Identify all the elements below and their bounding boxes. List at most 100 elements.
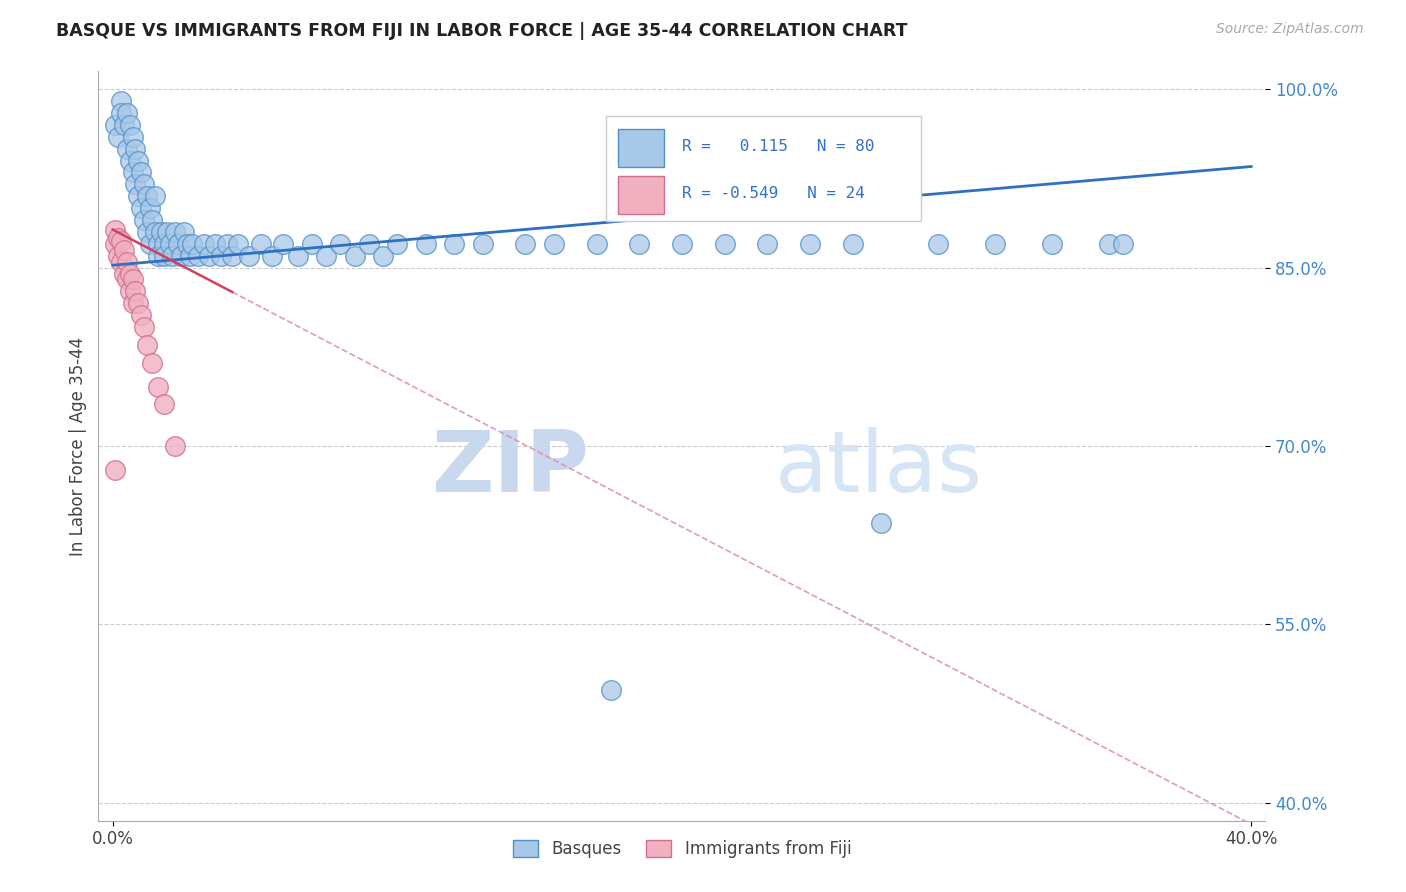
Point bbox=[107, 231, 129, 245]
Point bbox=[118, 285, 141, 299]
Point bbox=[118, 118, 141, 132]
FancyBboxPatch shape bbox=[606, 116, 921, 221]
Point bbox=[471, 236, 494, 251]
Point bbox=[599, 682, 621, 697]
Point bbox=[132, 320, 155, 334]
Point bbox=[198, 249, 221, 263]
Point bbox=[357, 236, 380, 251]
Point bbox=[628, 236, 651, 251]
Point bbox=[107, 129, 129, 144]
Point bbox=[153, 249, 176, 263]
Point bbox=[118, 267, 141, 281]
Point bbox=[121, 296, 143, 310]
Point bbox=[176, 236, 198, 251]
Point bbox=[170, 249, 193, 263]
Point bbox=[238, 249, 260, 263]
Point bbox=[110, 94, 132, 108]
Point bbox=[543, 236, 565, 251]
Point bbox=[443, 236, 465, 251]
Point bbox=[249, 236, 271, 251]
Point bbox=[118, 153, 141, 168]
Point bbox=[315, 249, 337, 263]
Point bbox=[138, 201, 160, 215]
Point bbox=[110, 106, 132, 120]
Point bbox=[1112, 236, 1135, 251]
Point bbox=[343, 249, 366, 263]
Point bbox=[115, 142, 138, 156]
Point bbox=[150, 225, 173, 239]
Point bbox=[115, 106, 138, 120]
Point bbox=[148, 236, 170, 251]
Point bbox=[162, 249, 184, 263]
Point bbox=[148, 379, 170, 393]
Point bbox=[127, 296, 149, 310]
Point bbox=[193, 236, 215, 251]
Point bbox=[104, 236, 127, 251]
Point bbox=[799, 236, 821, 251]
Point bbox=[135, 225, 157, 239]
Point bbox=[209, 249, 232, 263]
Text: atlas: atlas bbox=[775, 427, 983, 510]
Point bbox=[107, 249, 129, 263]
Point bbox=[371, 249, 394, 263]
Point bbox=[104, 118, 127, 132]
Point bbox=[387, 236, 409, 251]
Text: R = -0.549   N = 24: R = -0.549 N = 24 bbox=[682, 186, 865, 201]
Point bbox=[132, 213, 155, 227]
Point bbox=[165, 225, 187, 239]
Point bbox=[104, 463, 127, 477]
Point bbox=[671, 236, 693, 251]
Point bbox=[841, 236, 863, 251]
Point bbox=[127, 153, 149, 168]
Point bbox=[204, 236, 226, 251]
Point bbox=[138, 236, 160, 251]
Point bbox=[135, 338, 157, 352]
Text: Source: ZipAtlas.com: Source: ZipAtlas.com bbox=[1216, 22, 1364, 37]
Text: BASQUE VS IMMIGRANTS FROM FIJI IN LABOR FORCE | AGE 35-44 CORRELATION CHART: BASQUE VS IMMIGRANTS FROM FIJI IN LABOR … bbox=[56, 22, 908, 40]
Text: ZIP: ZIP bbox=[430, 427, 589, 510]
Point bbox=[141, 356, 163, 370]
FancyBboxPatch shape bbox=[617, 129, 665, 167]
Point bbox=[104, 222, 127, 236]
Point bbox=[127, 189, 149, 203]
Point bbox=[121, 272, 143, 286]
Point bbox=[124, 142, 146, 156]
Point bbox=[221, 249, 243, 263]
Point bbox=[112, 118, 135, 132]
Point bbox=[1098, 236, 1121, 251]
Point bbox=[187, 249, 209, 263]
Point bbox=[112, 267, 135, 281]
Y-axis label: In Labor Force | Age 35-44: In Labor Force | Age 35-44 bbox=[69, 336, 87, 556]
Point bbox=[143, 189, 166, 203]
Point bbox=[129, 201, 152, 215]
Point bbox=[124, 285, 146, 299]
Point bbox=[984, 236, 1007, 251]
Point bbox=[415, 236, 437, 251]
FancyBboxPatch shape bbox=[617, 177, 665, 214]
Point bbox=[110, 254, 132, 268]
Point bbox=[260, 249, 283, 263]
Point bbox=[179, 249, 201, 263]
Point bbox=[159, 236, 181, 251]
Point bbox=[301, 236, 323, 251]
Point bbox=[135, 189, 157, 203]
Point bbox=[156, 225, 179, 239]
Point bbox=[115, 272, 138, 286]
Point bbox=[124, 178, 146, 192]
Point bbox=[165, 439, 187, 453]
Point bbox=[585, 236, 607, 251]
Point bbox=[226, 236, 249, 251]
Point bbox=[167, 236, 190, 251]
Point bbox=[215, 236, 238, 251]
Point bbox=[129, 165, 152, 179]
Point bbox=[181, 236, 204, 251]
Point bbox=[287, 249, 309, 263]
Point bbox=[1040, 236, 1063, 251]
Text: R =   0.115   N = 80: R = 0.115 N = 80 bbox=[682, 139, 875, 153]
Point bbox=[121, 165, 143, 179]
Point bbox=[927, 236, 949, 251]
Point bbox=[129, 308, 152, 322]
Point bbox=[273, 236, 295, 251]
Point bbox=[110, 235, 132, 249]
Point bbox=[112, 243, 135, 257]
